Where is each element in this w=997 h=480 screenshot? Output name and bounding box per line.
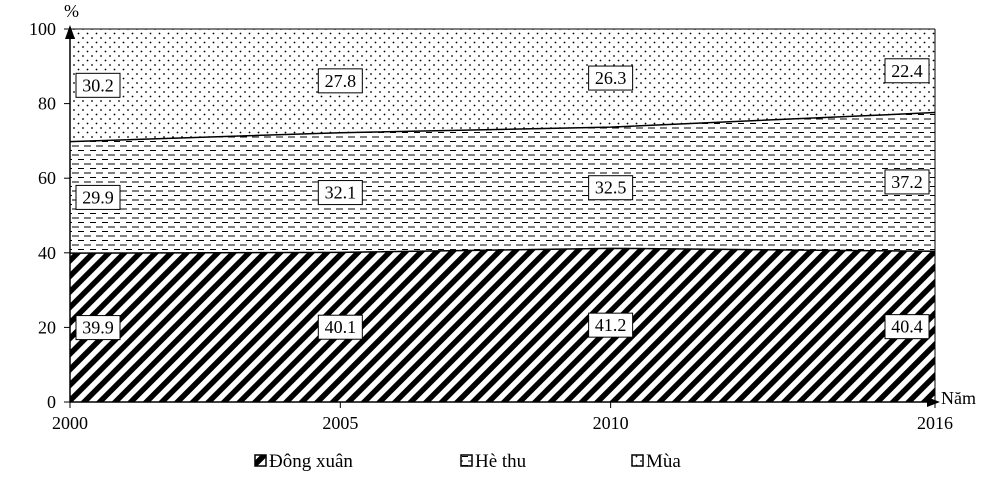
data-label-text: 37.2 xyxy=(891,172,923,192)
data-label-text: 32.1 xyxy=(325,183,357,203)
area-hè-thu xyxy=(70,112,935,254)
data-label: 30.2 xyxy=(75,72,121,98)
data-label-box xyxy=(75,72,121,98)
data-label: 39.9 xyxy=(75,315,121,341)
area-mùa xyxy=(70,29,935,142)
area-layers xyxy=(70,29,935,402)
legend-swatch xyxy=(254,454,267,467)
y-ticks: 0 20 40 60 80 100 xyxy=(29,19,70,412)
data-label: 37.2 xyxy=(884,169,930,195)
data-label-text: 39.9 xyxy=(82,318,114,338)
legend-item: Mùa xyxy=(631,451,681,472)
legend-swatch xyxy=(460,454,473,467)
data-label: 22.4 xyxy=(884,58,930,84)
data-label-box xyxy=(588,65,634,91)
data-label-box xyxy=(884,58,930,84)
data-label: 26.3 xyxy=(588,65,634,91)
data-label: 40.1 xyxy=(317,314,363,340)
data-label-box xyxy=(588,312,634,338)
y-tick-label: 60 xyxy=(38,168,56,188)
data-label: 29.9 xyxy=(75,184,121,210)
data-label-box xyxy=(884,169,930,195)
data-label-text: 40.1 xyxy=(325,317,357,337)
y-tick-label: 20 xyxy=(38,317,56,337)
series-boundary-line xyxy=(69,247,936,254)
data-label-text: 29.9 xyxy=(82,187,114,207)
y-axis-arrow xyxy=(65,25,75,39)
legend-label: Hè thu xyxy=(475,451,527,472)
data-label-box xyxy=(588,175,634,201)
x-tick-label: 2000 xyxy=(52,413,88,433)
x-tick-label: 2010 xyxy=(593,413,629,433)
data-label: 27.8 xyxy=(317,68,363,94)
data-label-text: 26.3 xyxy=(595,68,627,88)
legend-label: Mùa xyxy=(646,451,681,472)
data-labels: 39.9 40.1 41.2 40.4 29.9 32.1 32.5 37.2 30.2 27.8… xyxy=(75,58,930,341)
data-label-text: 22.4 xyxy=(891,61,923,81)
y-tick-label: 0 xyxy=(47,392,56,412)
data-label-box xyxy=(317,314,363,340)
data-label: 32.1 xyxy=(317,180,363,206)
data-label: 32.5 xyxy=(588,175,634,201)
legend-label: Đông xuân xyxy=(269,451,353,472)
x-axis-arrow xyxy=(927,397,940,407)
x-tick-label: 2016 xyxy=(917,413,953,433)
area-đông-xuân xyxy=(70,248,935,402)
data-label-text: 30.2 xyxy=(82,75,114,95)
data-label-box xyxy=(884,314,930,340)
data-label: 40.4 xyxy=(884,314,930,340)
x-tick-label: 2005 xyxy=(322,413,358,433)
data-label-box xyxy=(317,180,363,206)
data-label-text: 27.8 xyxy=(325,71,357,91)
legend-swatch xyxy=(631,454,644,467)
data-label: 41.2 xyxy=(588,312,634,338)
legend: Đông xuân Hè thu Mùa xyxy=(254,451,681,472)
data-label-box xyxy=(75,315,121,341)
data-label-box xyxy=(317,68,363,94)
y-tick-label: 40 xyxy=(38,243,56,263)
data-label-box xyxy=(75,184,121,210)
legend-item: Đông xuân xyxy=(254,451,353,472)
data-label-text: 40.4 xyxy=(891,317,923,337)
x-axis-title: Năm xyxy=(941,388,976,408)
y-tick-label: 100 xyxy=(29,19,56,39)
data-label-text: 41.2 xyxy=(595,315,627,335)
series-boundary-line xyxy=(69,111,936,143)
series-boundaries xyxy=(69,28,936,402)
legend-item: Hè thu xyxy=(460,451,527,472)
y-tick-label: 80 xyxy=(38,94,56,114)
data-label-text: 32.5 xyxy=(595,178,627,198)
y-axis-title: % xyxy=(64,1,79,21)
x-ticks: 2000 2005 2010 2016 xyxy=(52,402,953,433)
